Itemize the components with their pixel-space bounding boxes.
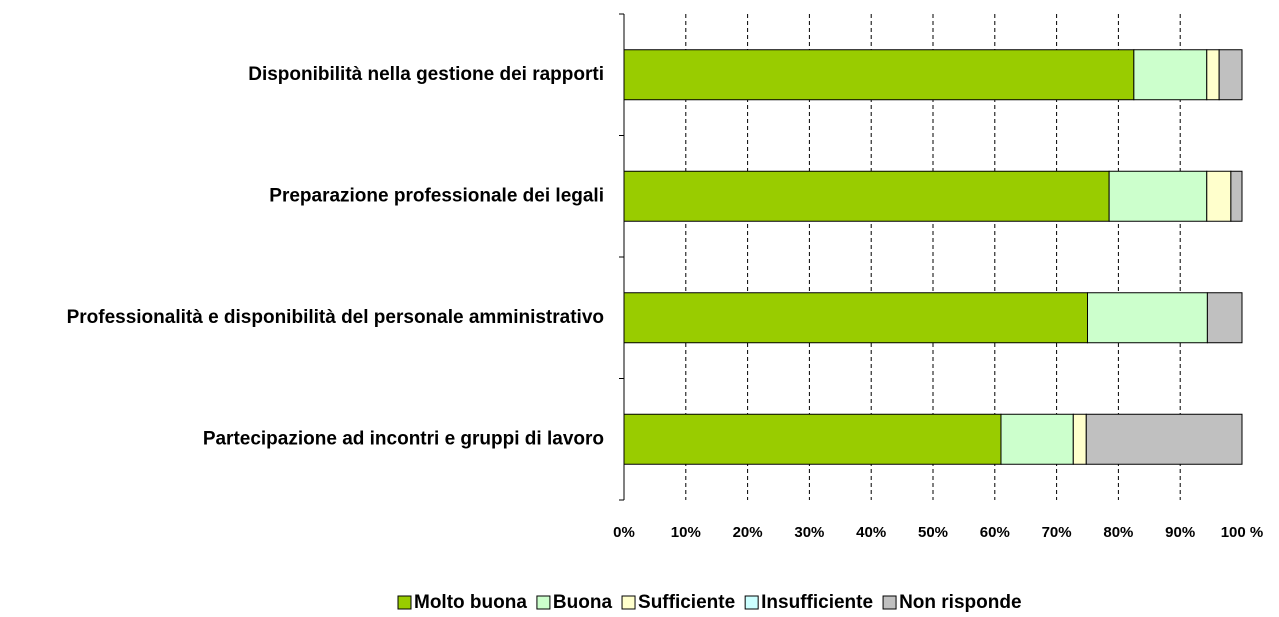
x-tick-label: 10% — [671, 524, 701, 541]
bar-segment — [1085, 413, 1243, 465]
bar-segment — [623, 49, 1135, 101]
category-label: Professionalità e disponibilità del pers… — [67, 307, 604, 328]
x-tick-label: 80% — [1103, 524, 1133, 541]
bar-segment — [1000, 413, 1074, 465]
category-label: Partecipazione ad incontri e gruppi di l… — [203, 428, 604, 449]
bar-segment — [1206, 170, 1232, 222]
x-tick-label: 20% — [733, 524, 763, 541]
legend-label: Molto buona — [414, 592, 527, 613]
legend-swatch — [397, 595, 412, 610]
legend-swatch — [744, 595, 759, 610]
bar-segment — [1206, 292, 1243, 344]
bar-segment — [1206, 49, 1220, 101]
x-tick-label: 70% — [1042, 524, 1072, 541]
bar-segment — [1218, 49, 1243, 101]
bar-segment — [623, 292, 1088, 344]
x-tick-label: 30% — [794, 524, 824, 541]
x-tick-label: 40% — [856, 524, 886, 541]
bar-segment — [1108, 170, 1208, 222]
legend-swatch — [882, 595, 897, 610]
legend-label: Sufficiente — [638, 592, 735, 613]
legend-label: Insufficiente — [761, 592, 873, 613]
x-tick-label: 60% — [980, 524, 1010, 541]
bar-segment — [623, 170, 1110, 222]
x-tick-label: 100 % — [1221, 524, 1264, 541]
legend-swatch — [536, 595, 551, 610]
category-label: Preparazione professionale dei legali — [269, 185, 604, 206]
category-label: Disponibilità nella gestione dei rapport… — [248, 64, 604, 85]
legend-label: Buona — [553, 592, 613, 613]
bar-segment — [1087, 292, 1208, 344]
legend-label: Non risponde — [899, 592, 1021, 613]
bar-segment — [623, 413, 1002, 465]
x-tick-label: 0% — [613, 524, 635, 541]
x-tick-label: 90% — [1165, 524, 1195, 541]
bar-segment — [1230, 170, 1243, 222]
x-tick-label: 50% — [918, 524, 948, 541]
bar-segment — [1133, 49, 1208, 101]
legend-swatch — [621, 595, 636, 610]
bar-segment — [1072, 413, 1087, 465]
